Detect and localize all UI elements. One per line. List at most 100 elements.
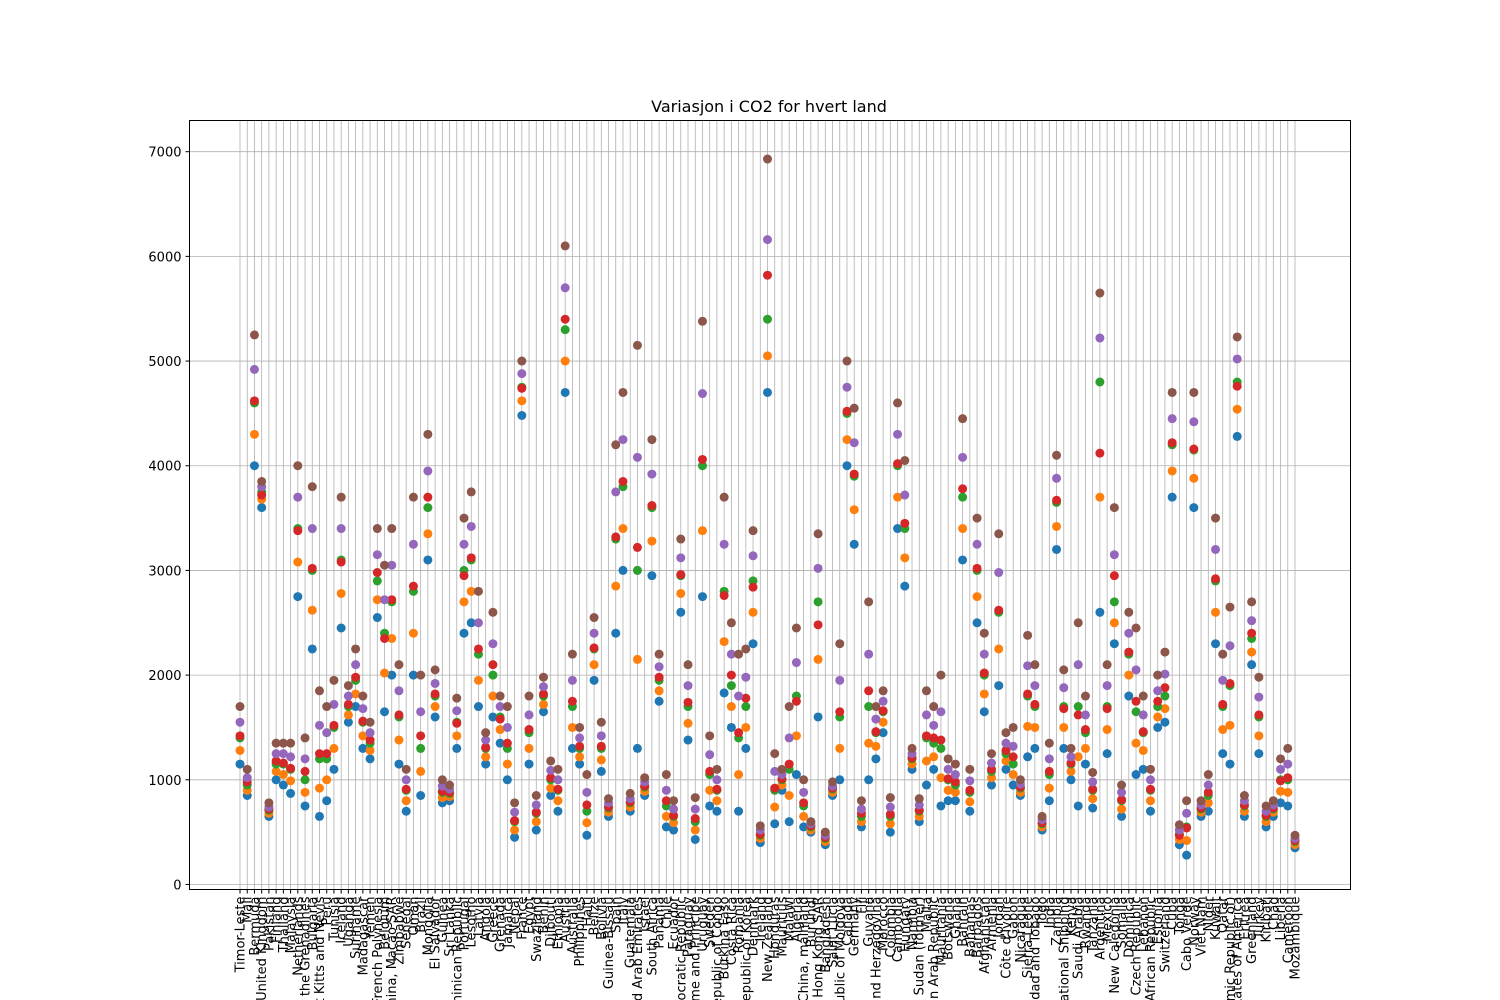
point — [300, 733, 310, 743]
y-tick-label: 3000 — [148, 564, 181, 579]
point — [524, 725, 534, 735]
point — [365, 735, 375, 745]
point — [994, 681, 1004, 691]
x-tick-label: Cuba — [1166, 897, 1181, 931]
point — [943, 785, 953, 795]
x-tick-label: International Shipping — [1057, 897, 1072, 1000]
point — [864, 597, 874, 607]
point — [567, 743, 577, 753]
point — [719, 492, 729, 502]
x-tick-label: Saudi Arabia — [1072, 897, 1087, 980]
point — [271, 775, 281, 785]
point — [510, 798, 520, 808]
point — [293, 592, 303, 602]
point — [835, 743, 845, 753]
x-tick-label: Republic of Congo — [710, 896, 725, 1000]
point — [1066, 743, 1076, 753]
point — [791, 731, 801, 741]
x-tick-label: Portugal — [458, 897, 473, 951]
point — [864, 738, 874, 748]
point — [365, 754, 375, 764]
point — [1109, 639, 1119, 649]
point — [965, 806, 975, 816]
point — [1131, 696, 1141, 706]
y-tick-label: 4000 — [148, 460, 181, 475]
point — [329, 764, 339, 774]
point — [300, 754, 310, 764]
point — [502, 722, 512, 732]
point — [553, 784, 563, 794]
point — [979, 689, 989, 699]
point — [307, 563, 317, 573]
point — [1008, 752, 1018, 762]
x-tick-label: Belize — [588, 897, 603, 936]
point — [958, 452, 968, 462]
point — [632, 654, 642, 664]
point — [531, 790, 541, 800]
y-tick-label: 6000 — [148, 250, 181, 265]
point — [293, 526, 303, 536]
point — [864, 649, 874, 659]
point — [1059, 665, 1069, 675]
point — [900, 456, 910, 466]
point — [358, 743, 368, 753]
point — [835, 675, 845, 685]
point — [459, 597, 469, 607]
point — [958, 524, 968, 534]
point — [1066, 758, 1076, 768]
x-tick-label: Republic of Korea — [739, 897, 754, 1000]
point — [524, 710, 534, 720]
point — [921, 686, 931, 696]
point — [914, 800, 924, 810]
point — [712, 775, 722, 785]
point — [878, 728, 888, 738]
point — [488, 639, 498, 649]
point — [770, 749, 780, 759]
point — [445, 780, 455, 790]
point — [900, 581, 910, 591]
point — [589, 660, 599, 670]
point — [416, 707, 426, 717]
point — [502, 775, 512, 785]
point — [1189, 387, 1199, 397]
point — [249, 396, 259, 406]
point — [1008, 741, 1018, 751]
x-tick-label: Sierra Leone — [1021, 896, 1036, 978]
point — [748, 551, 758, 561]
x-tick-label: Suriname — [349, 897, 364, 959]
point — [994, 644, 1004, 654]
point — [748, 607, 758, 617]
point — [307, 605, 317, 615]
x-tick-label: French Polynesia — [371, 897, 386, 1000]
x-tick-label: Ireland — [754, 897, 769, 942]
point — [278, 780, 288, 790]
point — [1023, 630, 1033, 640]
point — [835, 707, 845, 717]
point — [936, 735, 946, 745]
point — [748, 582, 758, 592]
point — [697, 454, 707, 464]
point — [958, 492, 968, 502]
point — [835, 775, 845, 785]
point — [1225, 641, 1235, 651]
x-tick-label: India — [1043, 897, 1058, 929]
x-tick-label: Bermuda — [248, 897, 263, 956]
x-tick-label: Senegal — [400, 897, 415, 949]
point — [567, 649, 577, 659]
point — [1225, 759, 1235, 769]
point — [690, 814, 700, 824]
point — [560, 283, 570, 293]
point — [286, 752, 296, 762]
point — [1247, 628, 1257, 638]
point — [683, 735, 693, 745]
point — [632, 340, 642, 350]
point — [1023, 721, 1033, 731]
point — [452, 693, 462, 703]
point — [1109, 571, 1119, 581]
point — [900, 553, 910, 563]
point — [1023, 752, 1033, 762]
point — [936, 670, 946, 680]
point — [1182, 823, 1192, 833]
point — [401, 806, 411, 816]
